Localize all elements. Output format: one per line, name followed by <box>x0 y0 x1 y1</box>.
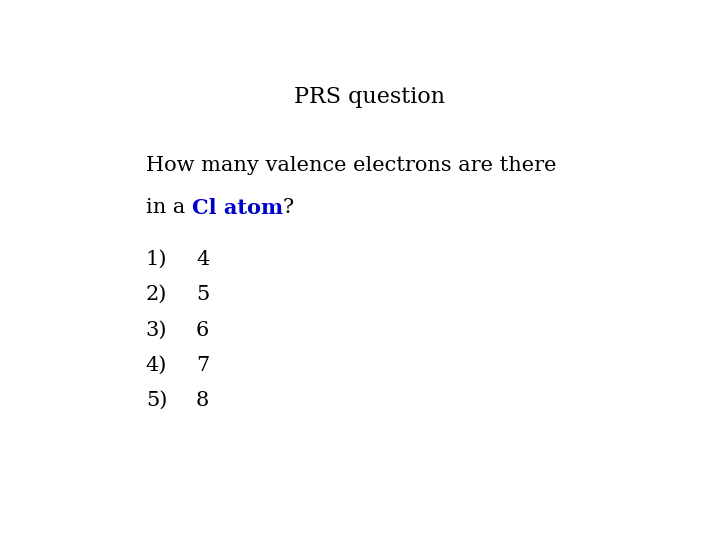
Text: 2): 2) <box>145 285 167 304</box>
Text: 1): 1) <box>145 250 167 269</box>
Text: 4): 4) <box>145 356 167 375</box>
Text: 3): 3) <box>145 321 167 340</box>
Text: 6: 6 <box>196 321 210 340</box>
Text: 7: 7 <box>196 356 210 375</box>
Text: 5): 5) <box>145 391 167 410</box>
Text: Cl atom: Cl atom <box>192 198 283 218</box>
Text: ?: ? <box>283 198 294 217</box>
Text: 5: 5 <box>196 285 210 304</box>
Text: 8: 8 <box>196 391 210 410</box>
Text: How many valence electrons are there: How many valence electrons are there <box>145 156 557 176</box>
Text: 4: 4 <box>196 250 210 269</box>
Text: in a: in a <box>145 198 192 217</box>
Text: PRS question: PRS question <box>294 85 444 107</box>
